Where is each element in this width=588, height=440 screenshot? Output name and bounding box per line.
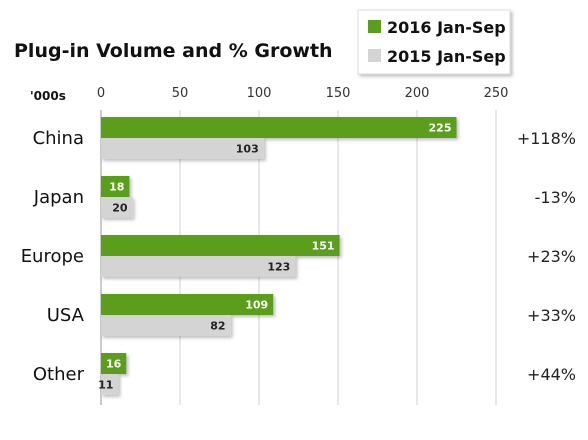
bar-2015	[101, 197, 133, 218]
legend-box	[357, 9, 511, 75]
legend-label-2016: 2016 Jan-Sep	[387, 18, 506, 37]
legend: 2016 Jan-Sep 2015 Jan-Sep	[357, 9, 511, 75]
growth-label: +44%	[527, 365, 576, 384]
unit-label: '000s	[30, 89, 66, 103]
bar-2016	[101, 117, 457, 138]
bar-2015	[101, 315, 231, 336]
category-label: Other	[33, 364, 85, 385]
x-tick-label: 250	[484, 86, 509, 101]
bar-2015	[101, 256, 296, 277]
category-label: Europe	[21, 246, 84, 267]
bar-value-label: 151	[312, 240, 335, 253]
category-label: Japan	[33, 187, 84, 208]
x-tick-label: 200	[405, 86, 430, 101]
bar-value-label: 16	[106, 358, 122, 371]
bar-value-label: 225	[429, 122, 452, 135]
bar-2016	[101, 176, 130, 197]
x-axis-tick-labels: 0 50 100 150 200 250	[97, 86, 509, 101]
category-label: China	[33, 128, 84, 149]
bar-2016	[101, 294, 274, 315]
bar-2016	[101, 235, 340, 256]
x-tick-label: 100	[247, 86, 272, 101]
x-tick-label: 0	[97, 86, 105, 101]
growth-label: -13%	[535, 188, 576, 207]
growth-label: +33%	[527, 306, 576, 325]
x-tick-label: 150	[326, 86, 351, 101]
bar-2016	[101, 353, 127, 374]
bar-value-label: 109	[245, 299, 268, 312]
bar-value-label: 20	[112, 202, 128, 215]
growth-label: +118%	[517, 129, 576, 148]
category-labels: China Japan Europe USA Other	[21, 128, 85, 385]
bar-value-label: 11	[98, 379, 113, 392]
bar-value-label: 18	[109, 181, 124, 194]
legend-label-2015: 2015 Jan-Sep	[387, 47, 506, 66]
bar-2015	[101, 138, 264, 159]
legend-swatch-2016	[368, 20, 381, 33]
growth-label: +23%	[527, 247, 576, 266]
bar-2015	[101, 374, 119, 395]
chart-title: Plug-in Volume and % Growth	[14, 40, 333, 62]
bar-value-label: 123	[267, 261, 290, 274]
bars: 225 103 18 20 151 123 109 82 16 11	[98, 117, 457, 395]
category-label: USA	[47, 305, 85, 326]
growth-labels: +118% -13% +23% +33% +44%	[517, 129, 576, 384]
x-tick-label: 50	[172, 86, 189, 101]
bar-value-label: 82	[210, 320, 225, 333]
legend-swatch-2015	[368, 49, 381, 62]
bar-value-label: 103	[236, 143, 259, 156]
